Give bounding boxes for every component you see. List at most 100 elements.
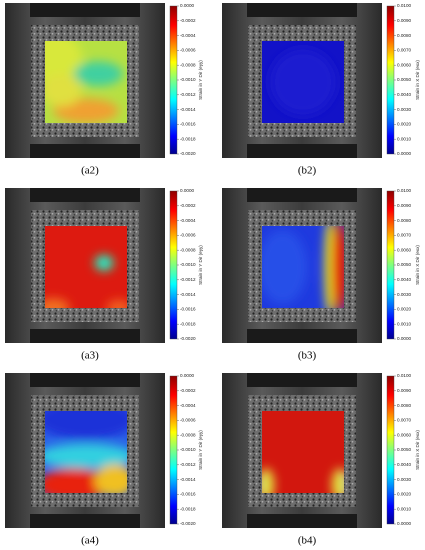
- colorbar-tick-label: 0.0080: [397, 218, 411, 223]
- grip-bottom: [247, 329, 357, 343]
- strain-field: [45, 41, 127, 123]
- grip-top: [30, 188, 140, 202]
- field-blobs: [45, 411, 127, 493]
- panel-label: (b2): [298, 165, 317, 177]
- field-blob: [339, 226, 344, 308]
- field-blob: [45, 73, 82, 107]
- colorbar-tick-label: 0.0020: [397, 307, 411, 312]
- grip-top: [247, 3, 357, 17]
- colorbar: [386, 375, 395, 525]
- colorbar-label: Strain in Y Dir (eyy): [198, 60, 203, 100]
- colorbar-tick-label: -0.0004: [180, 218, 196, 223]
- colorbar-tick-label: -0.0012: [180, 277, 196, 282]
- colorbar-tick-label: -0.0006: [180, 233, 196, 238]
- colorbar-tick-label: -0.0010: [180, 447, 196, 452]
- grip-bottom: [247, 144, 357, 158]
- colorbar-tick-label: -0.0010: [180, 77, 196, 82]
- field-blob: [45, 298, 70, 308]
- colorbar-tick-label: -0.0018: [180, 506, 196, 511]
- field-blob: [270, 49, 336, 115]
- colorbar-tick-label: 0.0010: [397, 136, 411, 141]
- colorbar-tick-label: 0.0090: [397, 388, 411, 393]
- colorbar-tick-label: 0.0040: [397, 462, 411, 467]
- colorbar-tick-label: -0.0012: [180, 92, 196, 97]
- strain-field: [262, 226, 344, 308]
- colorbar-tick-label: 0.0090: [397, 203, 411, 208]
- field-base: [45, 226, 127, 308]
- panel: 0.0100 0.0090 0.0080 0.0070 0.0060 0.0050 0.00…: [222, 373, 420, 547]
- field-blob: [324, 226, 335, 308]
- strain-field: [45, 226, 127, 308]
- colorbar: [169, 375, 178, 525]
- grip-top: [30, 373, 140, 387]
- panel-label: (b3): [298, 350, 317, 362]
- colorbar-tick-label: 0.0070: [397, 418, 411, 423]
- panel-label: (b4): [298, 535, 317, 547]
- colorbar-tick-label: 0.0020: [397, 122, 411, 127]
- field-blobs: [262, 468, 344, 493]
- field-blob: [262, 468, 275, 493]
- colorbar-tick-label: 0.0010: [397, 321, 411, 326]
- field-blob: [45, 468, 111, 493]
- colorbar-tick-label: 0.0040: [397, 92, 411, 97]
- colorbar-tick-label: 0.0030: [397, 107, 411, 112]
- colorbar-tick-label: -0.0016: [180, 122, 196, 127]
- colorbar-tick-label: -0.0008: [180, 432, 196, 437]
- colorbar-tick-label: -0.0014: [180, 292, 196, 297]
- colorbar-tick-label: -0.0004: [180, 403, 196, 408]
- colorbar-tick-label: 0.0060: [397, 432, 411, 437]
- panel: 0.0100 0.0090 0.0080 0.0070 0.0060 0.0050 0.00…: [222, 188, 420, 362]
- colorbar-tick-label: 0.0080: [397, 403, 411, 408]
- field-blobs: [45, 41, 123, 123]
- field-blobs: [262, 226, 344, 308]
- field-blob: [331, 226, 340, 308]
- panel-label: (a3): [81, 350, 99, 362]
- colorbar-label: Strain in X Dir (exx): [415, 60, 420, 100]
- strain-field: [45, 411, 127, 493]
- colorbar-tick-label: -0.0020: [180, 151, 196, 156]
- colorbar-tick-label: -0.0020: [180, 336, 196, 341]
- colorbar-tick-label: 0.0080: [397, 33, 411, 38]
- panel-label: (a4): [81, 535, 99, 547]
- colorbar-tick-label: -0.0012: [180, 462, 196, 467]
- colorbar-tick-label: -0.0018: [180, 321, 196, 326]
- field-blob: [45, 443, 127, 469]
- colorbar-tick-label: -0.0002: [180, 18, 196, 23]
- field-blob: [106, 299, 127, 308]
- field-blob: [99, 259, 109, 267]
- colorbar-label: Strain in X Dir (exx): [415, 245, 420, 285]
- colorbar-tick-label: -0.0018: [180, 136, 196, 141]
- grip-top: [30, 3, 140, 17]
- colorbar-tick-label: 0.0020: [397, 492, 411, 497]
- field-blobs: [270, 49, 336, 115]
- colorbar-tick-label: 0.0100: [397, 3, 411, 8]
- colorbar-tick-label: 0.0060: [397, 247, 411, 252]
- colorbar-tick-label: -0.0016: [180, 492, 196, 497]
- colorbar-tick-label: -0.0020: [180, 521, 196, 526]
- colorbar: [386, 190, 395, 340]
- field-blob: [45, 41, 82, 82]
- colorbar-tick-label: 0.0070: [397, 233, 411, 238]
- colorbar-tick-label: -0.0002: [180, 203, 196, 208]
- grip-bottom: [30, 144, 140, 158]
- colorbar-tick-label: -0.0014: [180, 477, 196, 482]
- colorbar-tick-label: 0.0000: [180, 3, 194, 8]
- grip-bottom: [30, 514, 140, 528]
- grip-top: [247, 373, 357, 387]
- colorbar-tick-label: 0.0000: [397, 151, 411, 156]
- field-blob: [94, 464, 127, 493]
- colorbar-label: Strain in X Dir (exx): [415, 430, 420, 470]
- colorbar-tick-label: -0.0016: [180, 307, 196, 312]
- colorbar-tick-label: 0.0100: [397, 188, 411, 193]
- strain-field: [262, 41, 344, 123]
- colorbar-tick-label: -0.0008: [180, 247, 196, 252]
- colorbar-tick-label: -0.0010: [180, 262, 196, 267]
- colorbar-tick-label: -0.0002: [180, 388, 196, 393]
- colorbar-tick-label: -0.0006: [180, 418, 196, 423]
- field-blob: [262, 230, 308, 304]
- colorbar-tick-label: 0.0090: [397, 18, 411, 23]
- field-blobs: [45, 254, 127, 308]
- grip-bottom: [30, 329, 140, 343]
- colorbar-tick-label: 0.0050: [397, 262, 411, 267]
